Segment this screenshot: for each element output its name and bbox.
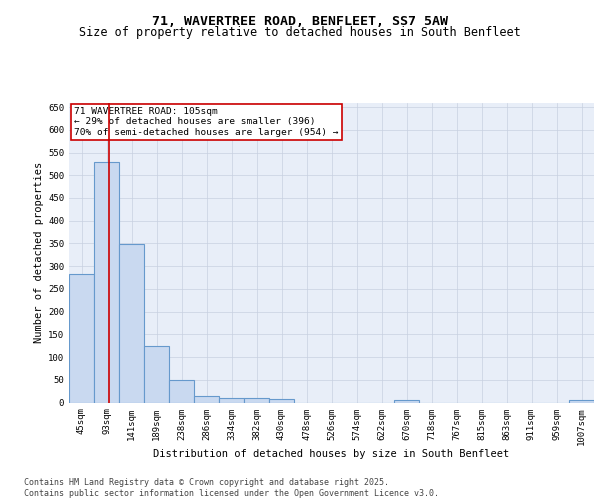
Bar <box>94 162 119 402</box>
Bar <box>269 400 294 402</box>
Bar <box>219 398 244 402</box>
Text: 71 WAVERTREE ROAD: 105sqm
← 29% of detached houses are smaller (396)
70% of semi: 71 WAVERTREE ROAD: 105sqm ← 29% of detac… <box>74 107 339 137</box>
Text: Size of property relative to detached houses in South Benfleet: Size of property relative to detached ho… <box>79 26 521 39</box>
Bar <box>119 244 144 402</box>
Y-axis label: Number of detached properties: Number of detached properties <box>34 162 44 343</box>
Bar <box>194 396 219 402</box>
Bar <box>394 400 419 402</box>
Text: Contains HM Land Registry data © Crown copyright and database right 2025.
Contai: Contains HM Land Registry data © Crown c… <box>24 478 439 498</box>
Bar <box>569 400 594 402</box>
X-axis label: Distribution of detached houses by size in South Benfleet: Distribution of detached houses by size … <box>154 449 509 459</box>
Bar <box>144 346 169 403</box>
Bar <box>169 380 194 402</box>
Bar <box>244 398 269 402</box>
Bar <box>69 274 94 402</box>
Text: 71, WAVERTREE ROAD, BENFLEET, SS7 5AW: 71, WAVERTREE ROAD, BENFLEET, SS7 5AW <box>152 15 448 28</box>
